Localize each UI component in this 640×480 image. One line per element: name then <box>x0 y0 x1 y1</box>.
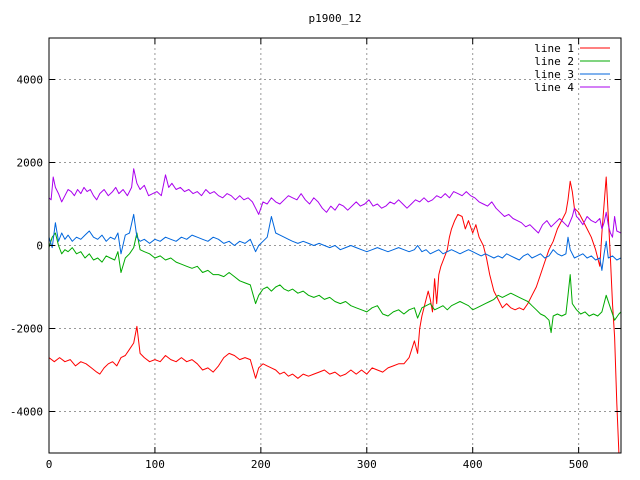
series-line-2 <box>49 232 621 334</box>
x-tick-label: 100 <box>145 458 165 471</box>
chart-title: p1900_12 <box>309 12 362 25</box>
y-tick-label: 2000 <box>17 157 44 170</box>
legend-label-2: line 2 <box>534 55 574 68</box>
y-tick-label: -4000 <box>10 406 43 419</box>
legend-label-1: line 1 <box>534 42 574 55</box>
x-tick-label: 400 <box>463 458 483 471</box>
series-lines <box>49 168 621 453</box>
y-tick-label: 4000 <box>17 74 44 87</box>
series-line-1 <box>49 176 620 453</box>
x-tick-label: 500 <box>569 458 589 471</box>
series-line-3 <box>49 213 621 271</box>
y-tick-label: 0 <box>36 240 43 253</box>
x-tick-label: 300 <box>357 458 377 471</box>
legend-label-3: line 3 <box>534 68 574 81</box>
axis-ticks: 0 100 200 300 400 500 -4000 -2000 0 2000 4000 <box>10 38 621 471</box>
legend-label-4: line 4 <box>534 81 574 94</box>
y-tick-label: -2000 <box>10 323 43 336</box>
x-tick-label: 200 <box>251 458 271 471</box>
x-tick-label: 0 <box>46 458 53 471</box>
series-line-4 <box>49 168 621 238</box>
